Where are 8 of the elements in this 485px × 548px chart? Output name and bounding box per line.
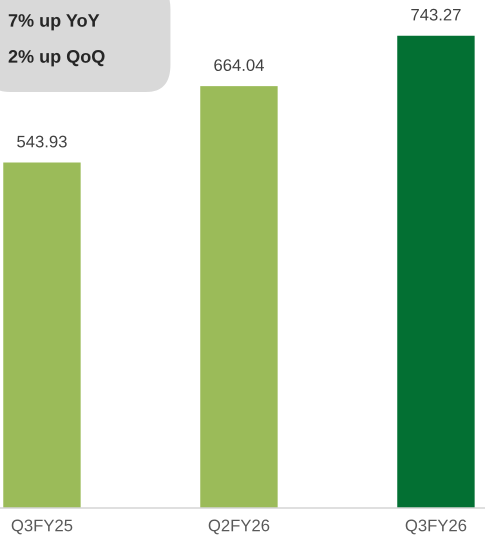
annotation: 2% up QoQ — [8, 50, 105, 66]
data-label: 664.04 — [214, 59, 264, 72]
data-label: 743.27 — [411, 8, 461, 21]
text: 7% up YoY — [8, 14, 100, 30]
x-tick-label: Q2FY26 — [208, 520, 270, 534]
x-tick-label: Q3FY26 — [406, 520, 466, 534]
data-label: 543.93 — [17, 136, 67, 148]
x-tick-label: Q3FY25 — [12, 520, 72, 534]
